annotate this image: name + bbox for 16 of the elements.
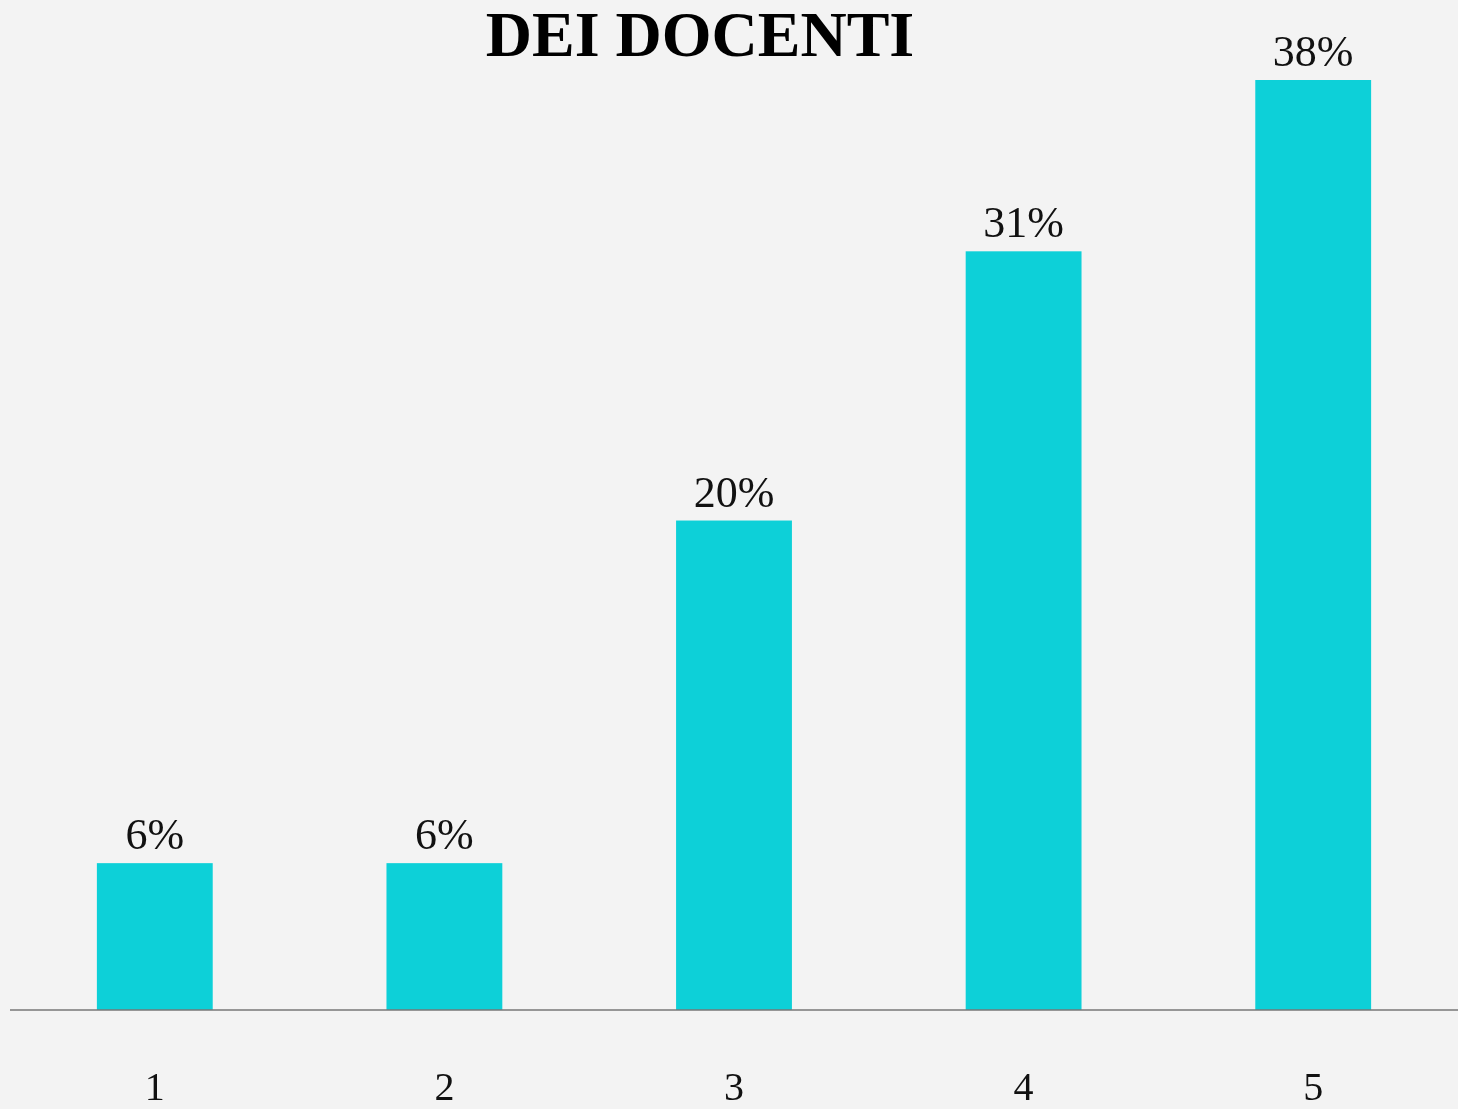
chart-title: DEI DOCENTI [485,0,915,70]
x-tick-label: 3 [724,1064,744,1109]
x-tick-label: 4 [1013,1064,1034,1109]
bar [676,520,792,1010]
bar [1255,80,1372,1010]
data-label: 38% [1272,27,1354,76]
data-label: 31% [983,198,1064,248]
x-tick-label: 1 [144,1064,165,1109]
x-tick-label: 2 [434,1064,455,1109]
data-label: 20% [693,467,775,517]
data-label: 6% [125,810,185,860]
data-label: 6% [415,810,474,860]
x-tick-label: 5 [1303,1064,1324,1109]
bar [386,863,503,1010]
bar [96,863,213,1010]
bar [965,251,1082,1010]
